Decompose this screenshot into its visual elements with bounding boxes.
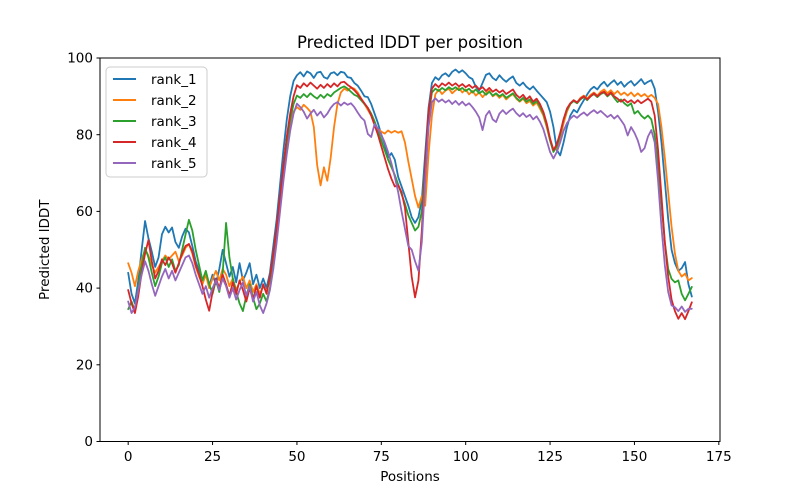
x-tick-label: 100 [453, 449, 479, 465]
x-tick-label: 75 [373, 449, 390, 465]
axes-frame [99, 57, 721, 442]
legend-label-rank_2: rank_2 [151, 93, 197, 109]
legend-item-rank_2: rank_2 [113, 93, 197, 109]
legend-label-rank_4: rank_4 [151, 135, 197, 151]
y-tick-label: 0 [84, 434, 93, 450]
legend-label-rank_1: rank_1 [151, 72, 197, 88]
legend-box [105, 66, 208, 178]
y-tick-label: 20 [76, 357, 93, 373]
x-axis-label: Positions [380, 469, 440, 485]
y-tick-label: 100 [67, 51, 93, 67]
series-line-rank_5 [127, 97, 693, 314]
x-axis-ticks: 0 25 50 75 100 125 150 175 [124, 441, 732, 465]
x-tick-label: 0 [124, 449, 133, 465]
series-line-rank_1 [127, 68, 693, 305]
legend-label-rank_5: rank_5 [151, 156, 197, 172]
x-tick-label: 125 [537, 449, 563, 465]
x-tick-label: 150 [622, 449, 648, 465]
x-tick-label: 25 [204, 449, 221, 465]
legend-label-rank_3: rank_3 [151, 114, 197, 130]
legend-item-rank_4: rank_4 [113, 135, 197, 151]
series-group [127, 68, 693, 321]
y-axis-label: Predicted lDDT [37, 199, 53, 300]
y-tick-label: 60 [76, 204, 93, 220]
legend-item-rank_5: rank_5 [113, 156, 197, 172]
legend: rank_1 rank_2 rank_3 rank_4 rank_5 [105, 66, 208, 178]
y-tick-label: 80 [76, 127, 93, 143]
series-line-rank_4 [127, 80, 693, 321]
x-tick-label: 50 [288, 449, 305, 465]
y-axis-ticks: 0 20 40 60 80 100 [67, 51, 100, 450]
chart-title: Predicted lDDT per position [297, 33, 523, 52]
x-tick-label: 175 [706, 449, 732, 465]
legend-item-rank_1: rank_1 [113, 72, 197, 88]
y-tick-label: 40 [76, 281, 93, 297]
legend-item-rank_3: rank_3 [113, 114, 197, 130]
